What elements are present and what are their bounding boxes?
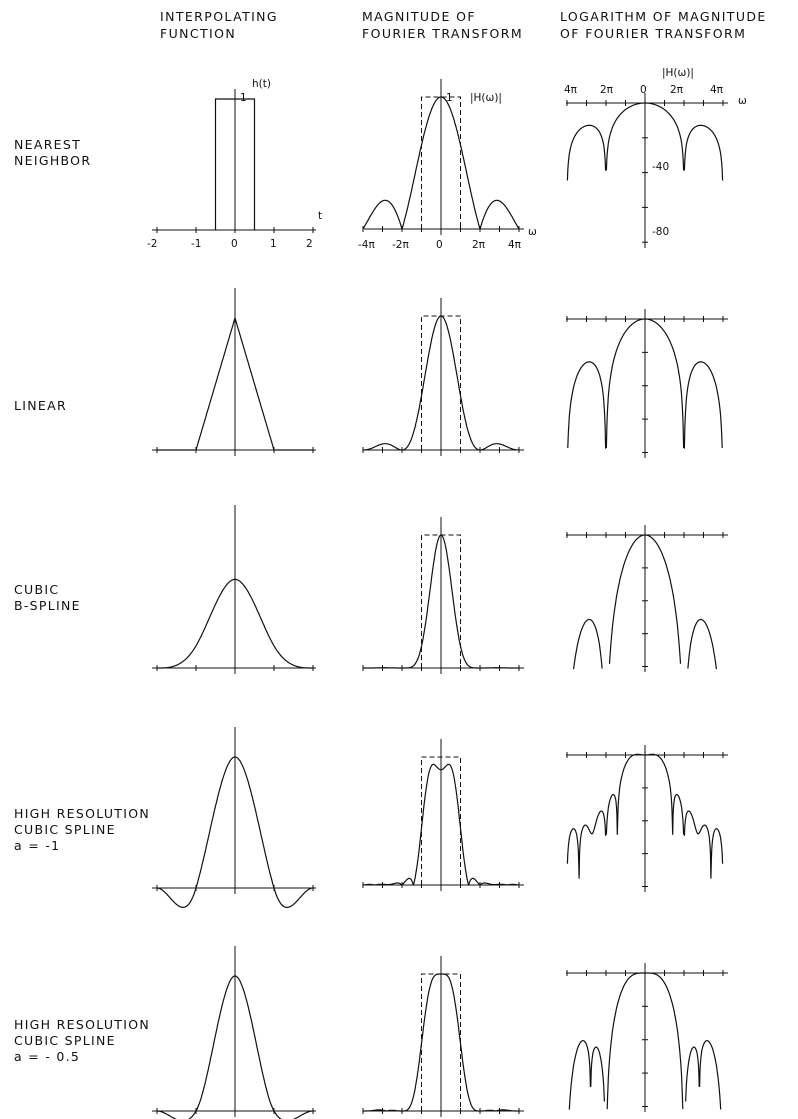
ideal-response (421, 96, 461, 229)
t-tick-label: 2 (306, 238, 313, 250)
log-H-omega-label: |H(ω)| (662, 67, 694, 79)
log-spectrum-curve (573, 534, 717, 670)
log-spectrum-curve (566, 753, 724, 879)
log-spectrum-curve (567, 318, 723, 449)
log-omega-label: ω (738, 95, 747, 107)
kernel-curve (157, 315, 313, 451)
t-axis-label: t (318, 210, 322, 222)
db-tick-label: -40 (652, 161, 669, 173)
kernel-curve (157, 578, 313, 669)
log-tick-label: 0 (640, 84, 647, 96)
t-tick-label: -2 (147, 238, 157, 250)
t-tick-label: 1 (270, 238, 277, 250)
row-label-cubic-b-spline: CUBIC B-SPLINE (14, 582, 81, 613)
h-t-label: h(t) (252, 78, 271, 90)
log-tick-label: 2π (600, 84, 614, 96)
row-label-linear: LINEAR (14, 398, 67, 413)
header-interpolating-function: INTERPOLATING FUNCTION (160, 9, 279, 41)
t-tick-label: 0 (231, 238, 238, 250)
spectrum-curve (363, 763, 519, 886)
spectrum-curve (363, 534, 519, 669)
omega-axis-label: ω (528, 226, 537, 238)
w-tick-label: 4π (508, 239, 522, 251)
t-tick-label: -1 (191, 238, 201, 250)
w-tick-label: -4π (358, 239, 375, 251)
log-spectrum-curve (566, 102, 724, 181)
kernel-curve (157, 975, 313, 1119)
plot-grid (152, 79, 728, 1119)
row-label-nearest-neighbor: NEAREST NEIGHBOR (14, 137, 92, 168)
w-tick-label: 2π (472, 239, 486, 251)
log-tick-label: 4π (710, 84, 724, 96)
w-tick-label: 0 (436, 239, 443, 251)
header-log-magnitude: LOGARITHM OF MAGNITUDE OF FOURIER TRANSF… (560, 9, 767, 41)
h-one-label: 1 (240, 92, 247, 104)
log-tick-label: 4π (564, 84, 578, 96)
header-fourier-magnitude: MAGNITUDE OF FOURIER TRANSFORM (362, 9, 524, 41)
kernel-curve (214, 98, 256, 230)
spectrum-curve (363, 973, 519, 1112)
spectrum-curve (362, 96, 520, 232)
row-label-hr-cubic-a-1: HIGH RESOLUTION CUBIC SPLINE a = -1 (14, 806, 151, 853)
db-tick-label: -80 (652, 226, 669, 238)
log-spectrum-curve (568, 972, 722, 1110)
log-tick-label: 2π (670, 84, 684, 96)
w-tick-label: -2π (392, 239, 409, 251)
kernel-curve (157, 756, 313, 908)
H-one-label: 1 (446, 92, 453, 104)
row-label-hr-cubic-a-05: HIGH RESOLUTION CUBIC SPLINE a = - 0.5 (14, 1017, 151, 1064)
H-omega-label: |H(ω)| (470, 92, 502, 104)
spectrum-curve (363, 315, 519, 451)
ideal-response (421, 756, 461, 885)
